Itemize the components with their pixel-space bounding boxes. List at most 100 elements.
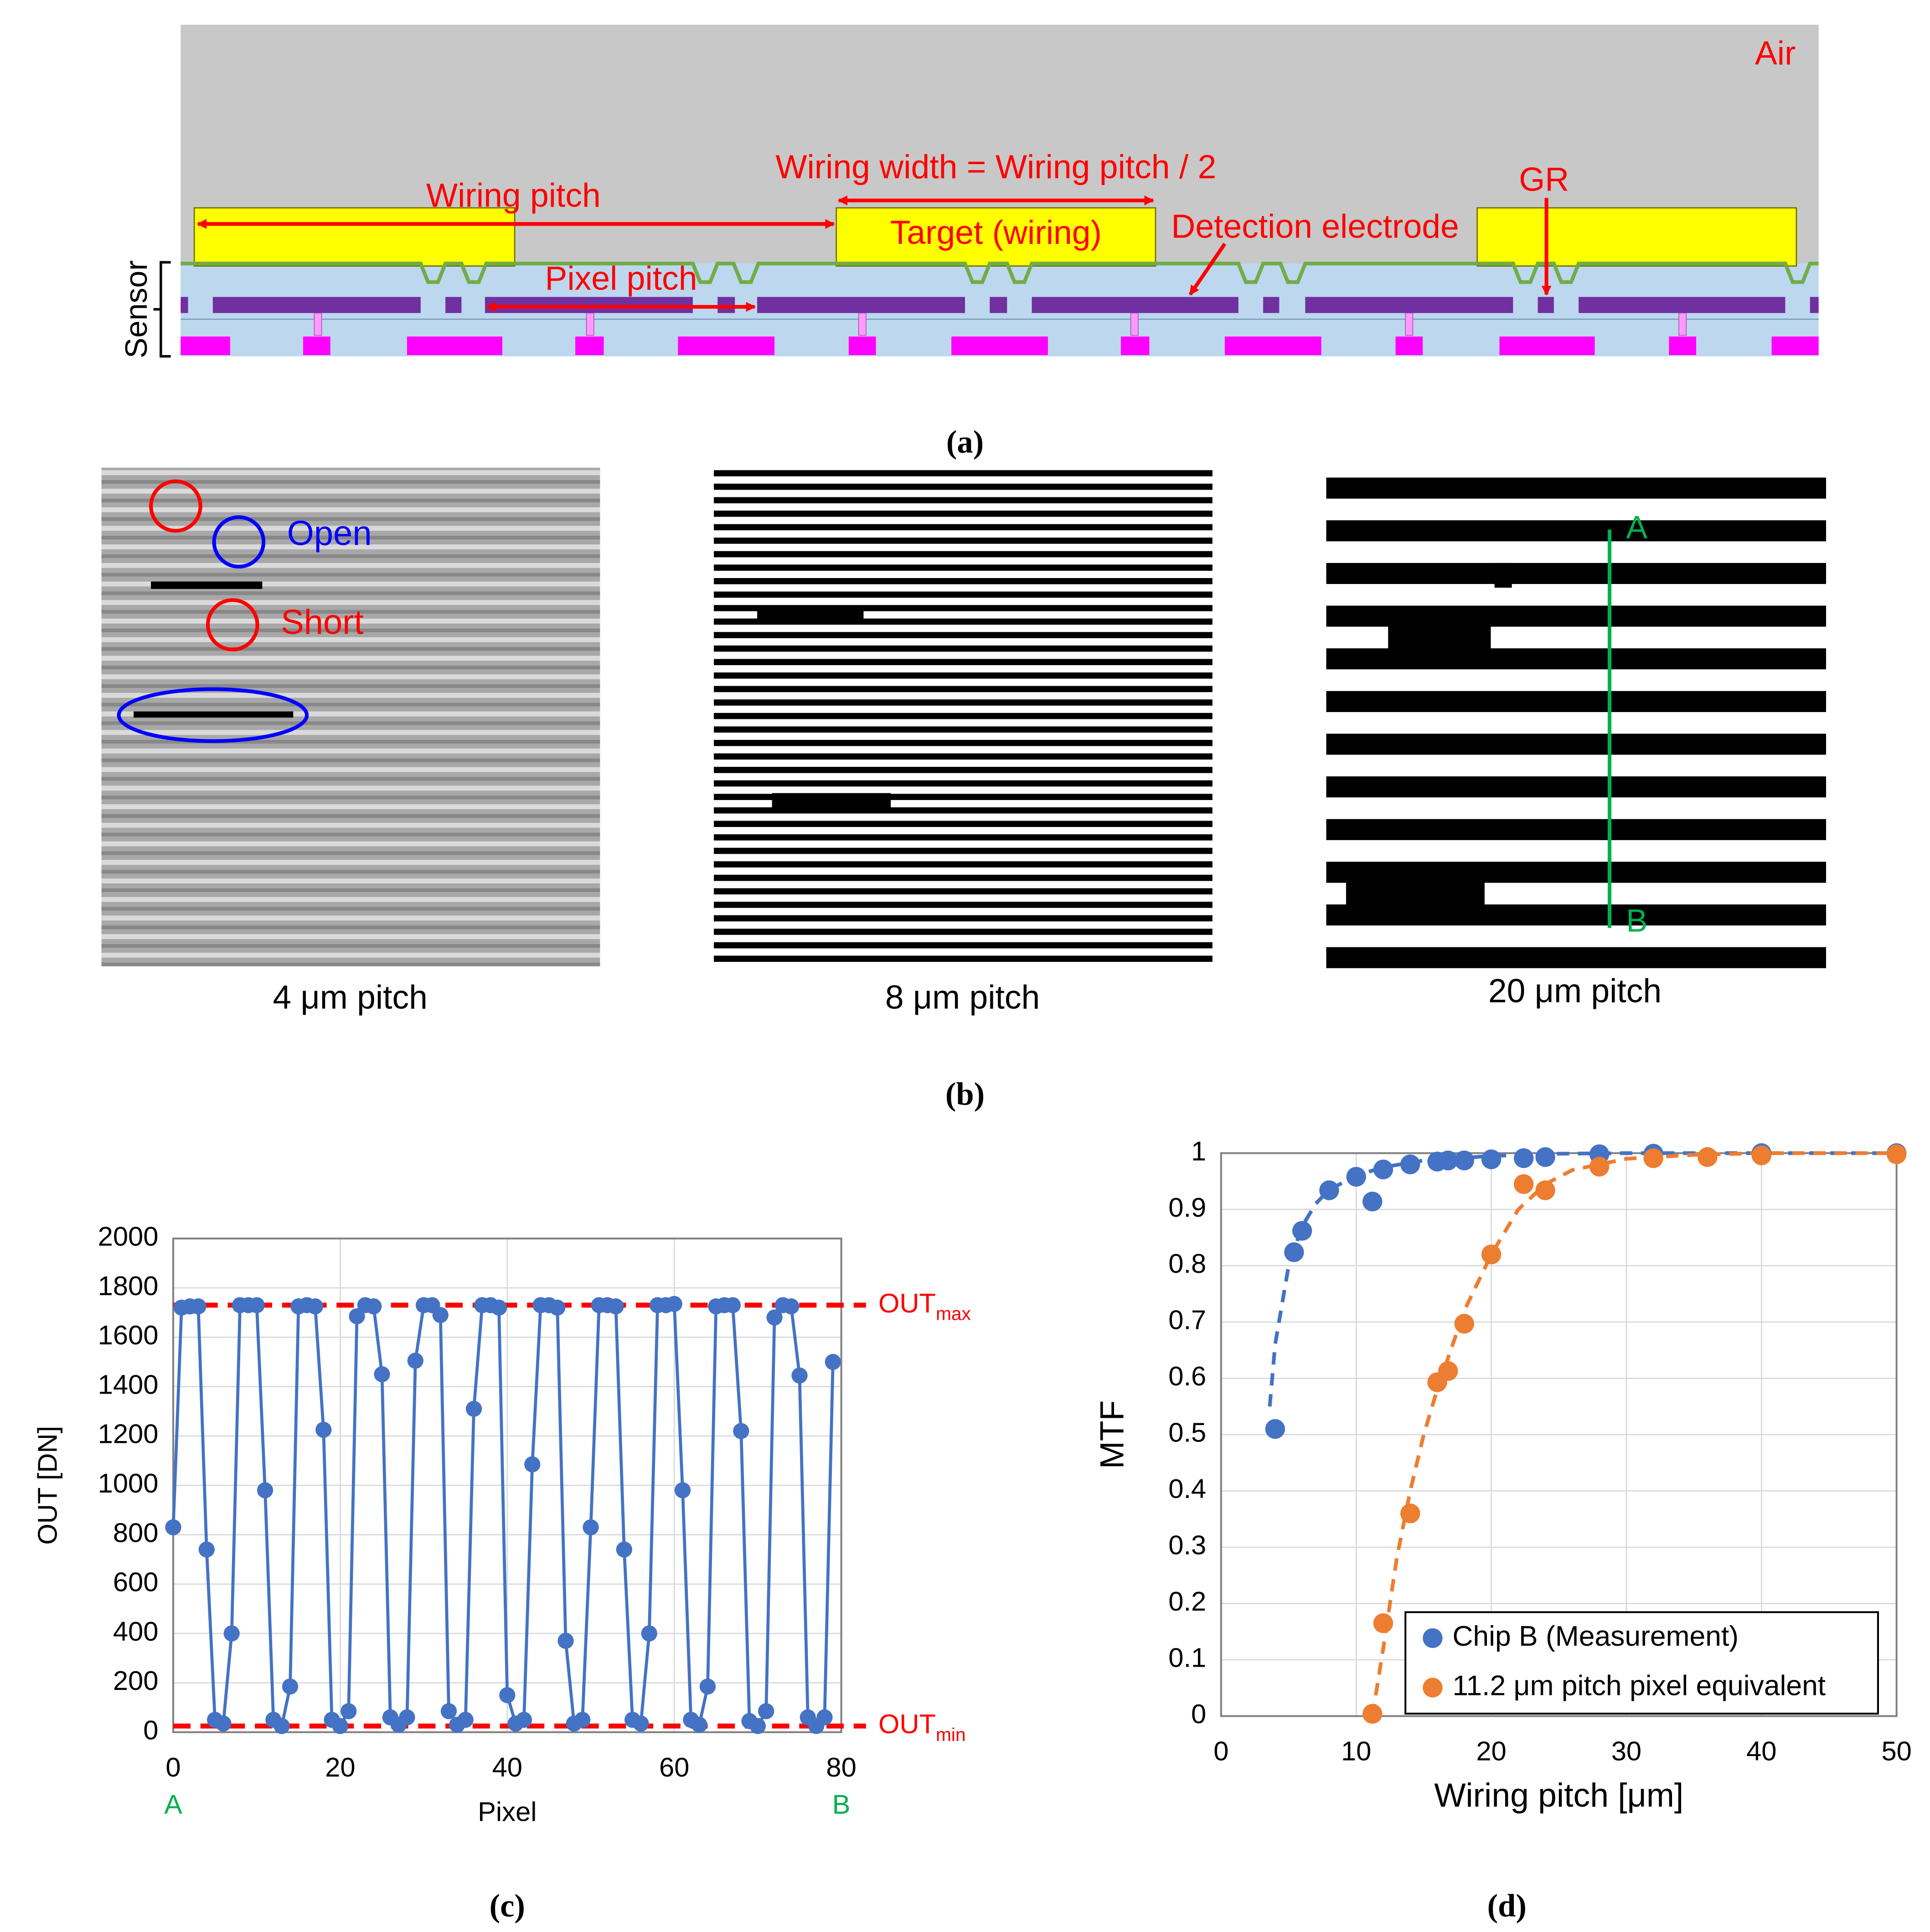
data-point: [190, 1298, 206, 1315]
y-tick-label: 0.3: [1168, 1530, 1206, 1560]
data-point: [1698, 1147, 1718, 1167]
x-tick-label: 40: [1746, 1736, 1776, 1767]
electrode: [181, 297, 188, 313]
stripe: [101, 952, 600, 958]
stripe: [714, 861, 1213, 868]
arrow: [1188, 243, 1227, 296]
metal: [1669, 336, 1697, 355]
stripe: [714, 578, 1213, 584]
stripe: [714, 659, 1213, 666]
x-tick-label: 20: [325, 1752, 355, 1782]
stripe: [101, 489, 600, 494]
marker-circle: [206, 598, 259, 651]
data-point: [516, 1711, 532, 1728]
data-point: [432, 1307, 449, 1323]
metal: [407, 336, 502, 355]
data-point: [1373, 1159, 1393, 1180]
data-point: [407, 1353, 423, 1369]
stripe: [714, 780, 1213, 787]
stripe: [101, 785, 600, 791]
y-tick-label: 600: [113, 1567, 159, 1597]
data-point: [583, 1519, 599, 1535]
metal: [181, 336, 230, 355]
data-point: [699, 1678, 716, 1695]
short-label: Short: [281, 603, 364, 642]
stripe: [101, 851, 600, 855]
data-point: [315, 1421, 332, 1438]
data-point: [758, 1703, 774, 1720]
stripe: [101, 507, 600, 512]
data-point: [366, 1298, 382, 1315]
data-point: [257, 1482, 274, 1498]
reference-label-sub: min: [936, 1724, 966, 1745]
stripe: [714, 753, 1213, 760]
data-point: [1438, 1361, 1458, 1381]
via: [314, 312, 322, 336]
stripe: [714, 632, 1213, 638]
data-point: [674, 1482, 691, 1498]
stripe: [101, 637, 600, 642]
x-tick-label: 80: [826, 1752, 856, 1782]
data-point: [223, 1625, 240, 1642]
y-tick-label: 1400: [98, 1369, 159, 1400]
target-label: Target (wiring): [890, 214, 1102, 251]
data-point: [490, 1299, 507, 1316]
y-tick-label: 0.9: [1168, 1192, 1206, 1223]
data-point: [1284, 1242, 1304, 1262]
stripe: [101, 804, 600, 809]
data-point: [332, 1718, 349, 1734]
stripe: [101, 841, 600, 847]
metal: [951, 336, 1048, 355]
reference-label: OUTmax: [878, 1288, 971, 1324]
data-point: [766, 1309, 783, 1326]
y-tick-label: 0: [1191, 1699, 1206, 1729]
stripe: [101, 767, 600, 772]
data-point: [783, 1298, 800, 1315]
stripe: [714, 699, 1213, 706]
stripe: [101, 925, 600, 930]
fit-curve: [1370, 1151, 1897, 1717]
x-axis-title: Wiring pitch [μm]: [1434, 1777, 1683, 1814]
data-point: [1346, 1167, 1366, 1187]
stripe: [101, 822, 600, 828]
via: [1405, 312, 1414, 336]
defect: [772, 793, 891, 808]
data-point: [307, 1298, 324, 1315]
stripe: [1326, 776, 1826, 798]
data-point: [1362, 1191, 1383, 1212]
data-point: [1438, 1150, 1458, 1171]
data-point: [215, 1715, 232, 1732]
stripe: [101, 544, 600, 550]
y-tick-label: 800: [113, 1517, 159, 1548]
x-tick-label: 20: [1476, 1736, 1506, 1767]
point-b: B: [1626, 902, 1647, 938]
stripe: [101, 944, 600, 948]
y-tick-label: 0: [143, 1715, 158, 1745]
stripe: [101, 703, 600, 707]
legend-marker: [1423, 1678, 1443, 1698]
data-point: [1454, 1150, 1474, 1171]
stripe: [714, 686, 1213, 692]
data-point: [549, 1299, 566, 1316]
data-point: [1589, 1157, 1610, 1177]
metal: [848, 336, 876, 355]
x-tick-label: 60: [659, 1752, 689, 1782]
stripe: [101, 526, 600, 531]
data-point: [1265, 1419, 1285, 1439]
data-point: [1643, 1148, 1663, 1168]
stripe: [101, 740, 600, 744]
legend-box: [1404, 1611, 1879, 1715]
reference-label-main: OUT: [878, 1709, 936, 1739]
caption: (b): [945, 1077, 985, 1112]
metal: [1771, 336, 1819, 355]
y-tick-label: 0.2: [1168, 1586, 1206, 1617]
stripe: [101, 721, 600, 725]
stripe: [714, 915, 1213, 922]
data-point: [1481, 1149, 1502, 1169]
data-point: [248, 1297, 265, 1313]
data-point: [666, 1296, 682, 1312]
data-point: [724, 1297, 741, 1313]
electrode: [757, 297, 965, 313]
metal: [1395, 336, 1423, 355]
